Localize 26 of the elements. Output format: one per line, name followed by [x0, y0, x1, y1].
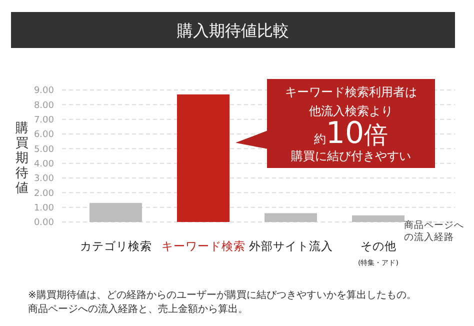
- text: 商品ページへの流入経路と、売上金額から算出。: [28, 303, 248, 315]
- annotation: 他流入検索より: [309, 104, 393, 118]
- x-tick-label: 外部サイト流入: [248, 239, 333, 253]
- y-tick-label: 7.00: [34, 115, 54, 126]
- bar: [264, 213, 317, 222]
- y-tick-label: 5.00: [34, 144, 54, 155]
- y-tick-label: 3.00: [34, 174, 54, 184]
- x-tick-label: カテゴリ検索: [80, 239, 152, 253]
- y-tick-label: 4.00: [34, 159, 54, 170]
- text: ※購買期待値は、どの経路からのユーザーが購買に結びつきやすいかを算出したもの。: [28, 289, 416, 301]
- x-tick-label: その他 (特集・アド): [358, 239, 399, 267]
- y-axis-title: 購買期待値: [16, 121, 28, 196]
- y-tick-label: 6.00: [34, 130, 54, 140]
- y-tick-label: 9.00: [34, 86, 54, 96]
- annotation: 購買に結び付きやすい: [291, 149, 411, 163]
- x-tick-label: キーワード検索: [161, 239, 246, 253]
- chart-title: 購入期待値比較: [177, 21, 289, 40]
- y-tick-label: 8.00: [34, 100, 54, 111]
- x-axis-title: 商品ページへの流入経路: [404, 219, 464, 243]
- y-tick-label: 0.00: [34, 218, 54, 228]
- y-tick-label: 2.00: [34, 188, 54, 199]
- bar: [90, 202, 142, 222]
- bar: [177, 94, 230, 222]
- bar: [352, 215, 404, 222]
- y-tick-label: 1.00: [34, 203, 54, 214]
- annotation: キーワード検索利用者は: [285, 85, 417, 99]
